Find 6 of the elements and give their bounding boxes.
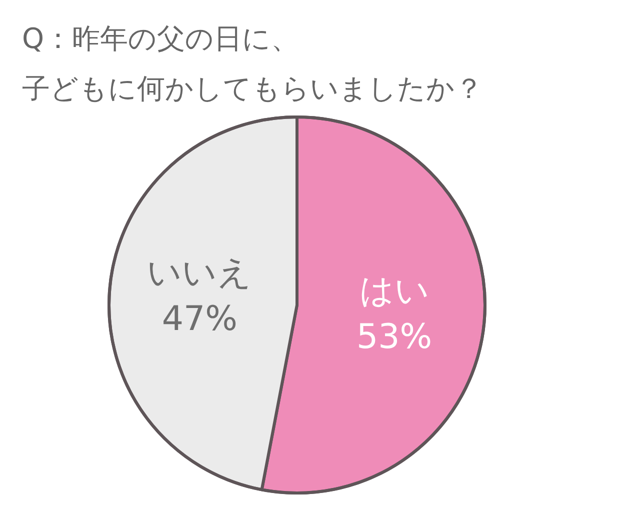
title: Q：昨年の父の日に、 bbox=[22, 22, 300, 55]
slice-label: はい bbox=[359, 271, 430, 312]
data-label: 47% bbox=[162, 298, 238, 339]
data-label: 53% bbox=[356, 317, 432, 358]
slice-label: いいえ bbox=[147, 252, 252, 293]
title: 子どもに何かしてもらいましたか？ bbox=[22, 72, 483, 105]
